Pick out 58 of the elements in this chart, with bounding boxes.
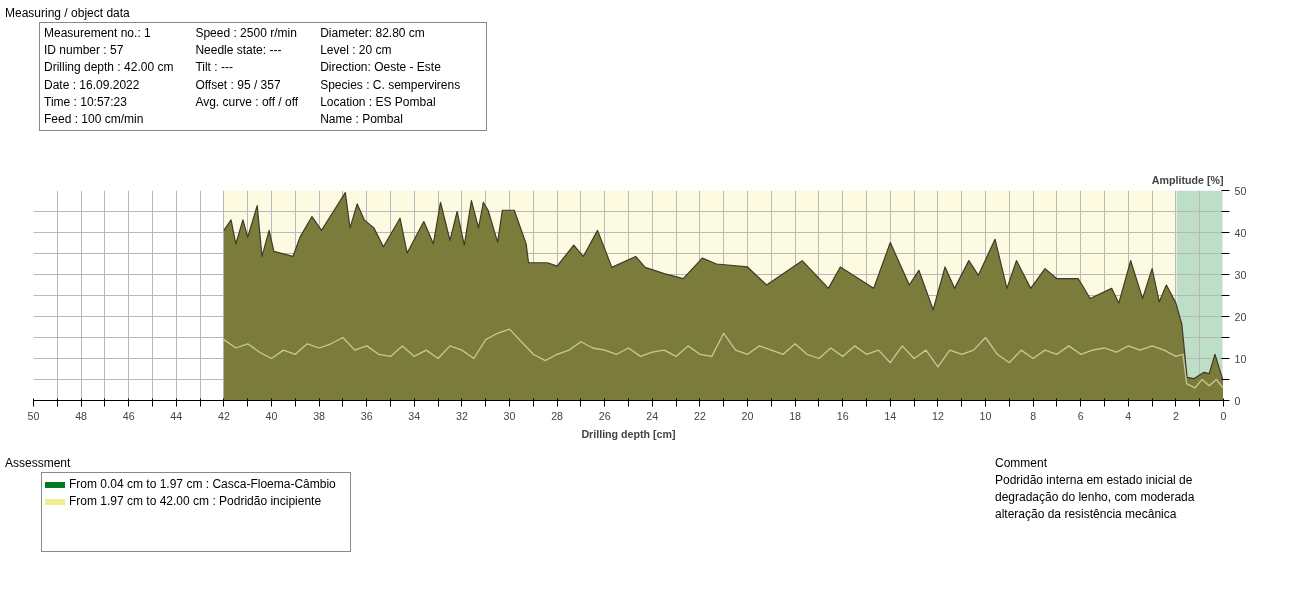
text: Needle state: ---	[195, 42, 283, 60]
x-tick-label: 22	[693, 409, 706, 422]
legend-label: From 1.97 cm to 42.00 cm : Podridão incipiente	[68, 493, 323, 511]
y-tick-label: 30	[1234, 268, 1247, 281]
text: Level : 20 cm	[320, 42, 393, 60]
x-tick-label: 20	[741, 409, 754, 422]
text: Speed : 2500 r/min	[195, 25, 298, 43]
text: Podridão interna em estado inicial de degradação do lenho, com moderada alteração da resistência mecânica	[995, 472, 1196, 524]
text: Assessment	[5, 455, 72, 472]
x-tick-label: 0	[1220, 409, 1227, 422]
text: Tilt : ---	[195, 59, 234, 77]
y-tick-label: 40	[1234, 226, 1247, 239]
text: Avg. curve : off / off	[195, 93, 299, 111]
x-tick-label: 4	[1125, 409, 1132, 422]
text: Name : Pombal	[320, 110, 404, 128]
x-tick-label: 40	[265, 409, 278, 422]
text: Location : ES Pombal	[320, 93, 437, 111]
x-tick-label: 48	[75, 409, 88, 422]
text: Comment	[995, 455, 1048, 472]
text: Direction: Oeste - Este	[320, 59, 442, 77]
text: Time : 10:57:23	[44, 93, 128, 111]
x-tick-label: 30	[503, 409, 516, 422]
x-tick-label: 10	[979, 409, 992, 422]
x-tick-label: 16	[836, 409, 849, 422]
text: Diameter: 82.80 cm	[320, 25, 426, 43]
x-tick-label: 42	[217, 409, 230, 422]
x-tick-label: 2	[1172, 409, 1179, 422]
x-tick-label: 46	[122, 409, 135, 422]
text: Offset : 95 / 357	[195, 76, 282, 94]
x-tick-label: 36	[360, 409, 373, 422]
x-tick-label: 38	[313, 409, 326, 422]
text: Feed : 100 cm/min	[44, 110, 145, 128]
y-tick-label: 10	[1234, 352, 1247, 365]
x-tick-label: 26	[598, 409, 611, 422]
text: Species : C. sempervirens	[320, 76, 461, 94]
x-tick-label: 34	[408, 409, 421, 422]
x-tick-label: 8	[1030, 409, 1037, 422]
y-axis-title: Amplitude [%]	[1151, 173, 1224, 186]
legend-label: From 0.04 cm to 1.97 cm : Casca-Floema-Câmbio	[68, 476, 337, 494]
y-tick-label: 0	[1234, 394, 1241, 407]
line-series	[223, 328, 1224, 389]
x-tick-label: 12	[931, 409, 944, 422]
text: ID number : 57	[44, 42, 125, 60]
x-tick-label: 14	[884, 409, 897, 422]
x-tick-label: 32	[455, 409, 468, 422]
x-tick-label: 18	[789, 409, 802, 422]
text: Measuring / object data	[5, 5, 131, 22]
x-tick-label: 44	[170, 409, 183, 422]
text: Date : 16.09.2022	[44, 76, 141, 94]
x-tick-label: 24	[646, 409, 659, 422]
y-tick-label: 50	[1234, 184, 1247, 197]
x-axis-title: Drilling depth [cm]	[581, 427, 676, 440]
y-tick-label: 20	[1234, 310, 1247, 323]
x-tick-label: 50	[27, 409, 40, 422]
x-tick-label: 28	[551, 409, 564, 422]
text: Drilling depth : 42.00 cm	[44, 59, 174, 77]
x-tick-label: 6	[1077, 409, 1084, 422]
text: Measurement no.: 1	[44, 25, 152, 43]
